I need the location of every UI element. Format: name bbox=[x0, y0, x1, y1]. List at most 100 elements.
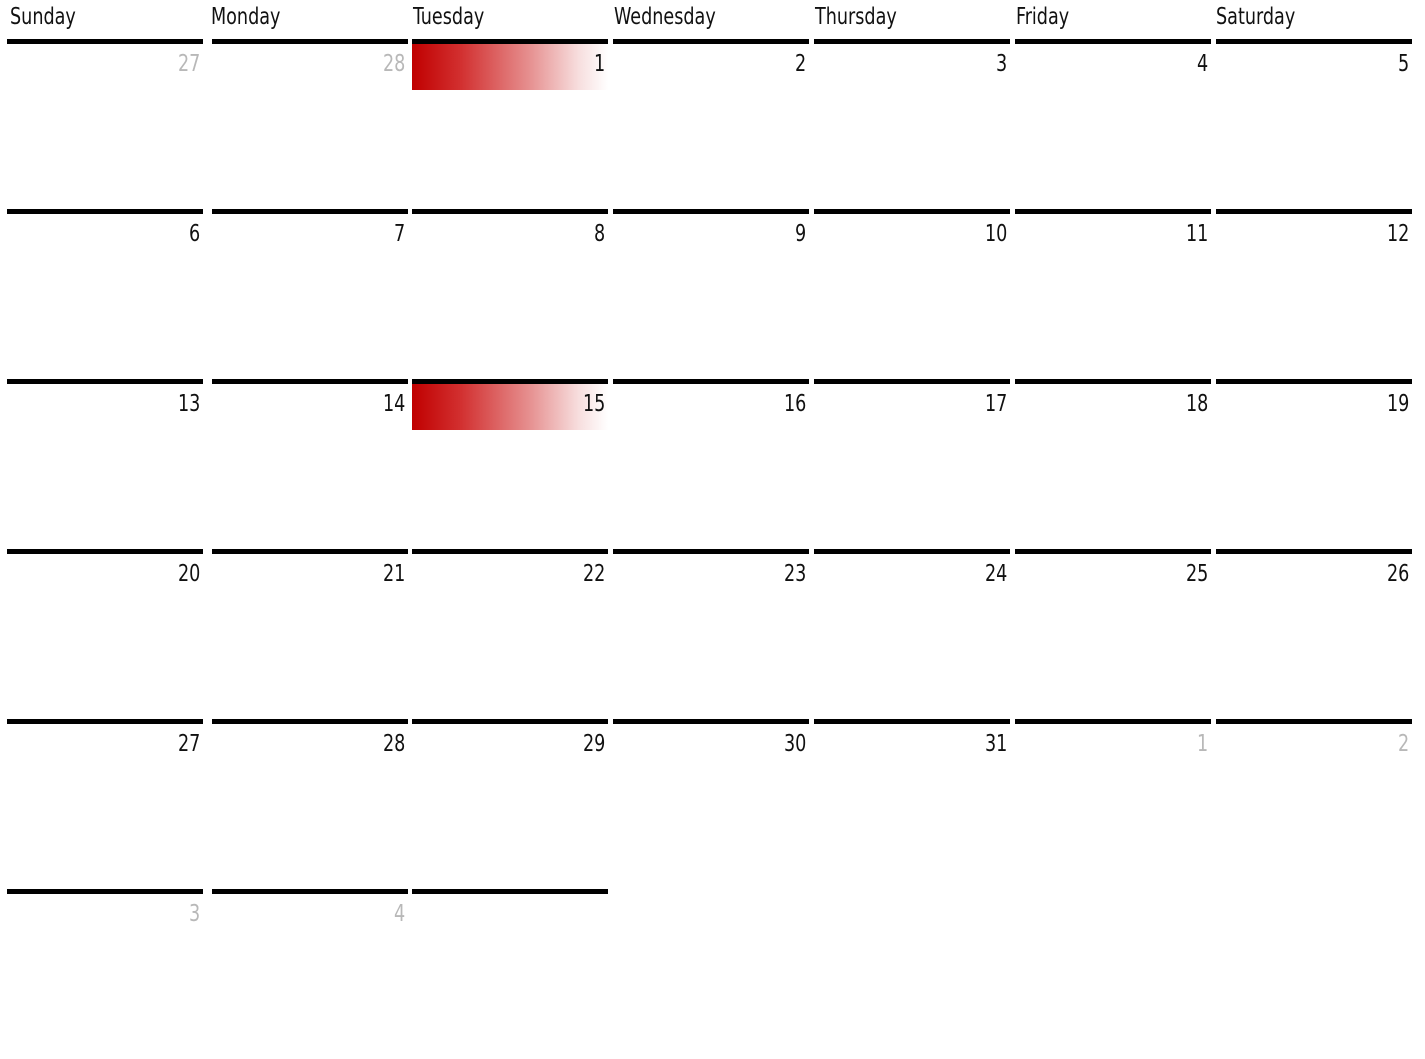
weekday-friday: Friday bbox=[1016, 4, 1070, 30]
day-cell[interactable]: 19 bbox=[1216, 379, 1412, 549]
day-number: 20 bbox=[177, 561, 200, 587]
day-cell[interactable]: 28 bbox=[212, 39, 408, 209]
week-rule bbox=[613, 549, 809, 554]
day-cell[interactable]: 20 bbox=[7, 549, 203, 719]
week-rule bbox=[814, 379, 1010, 384]
day-number: 24 bbox=[984, 561, 1007, 587]
day-number: 6 bbox=[188, 221, 200, 247]
week-rule bbox=[1015, 209, 1211, 214]
week-rule bbox=[613, 719, 809, 724]
day-number: 11 bbox=[1185, 221, 1208, 247]
day-number: 3 bbox=[188, 901, 200, 927]
day-number: 2 bbox=[1397, 731, 1409, 757]
day-number: 15 bbox=[582, 391, 605, 417]
day-cell[interactable]: 15 bbox=[412, 379, 608, 549]
day-number: 10 bbox=[984, 221, 1007, 247]
day-cell[interactable]: 18 bbox=[1015, 379, 1211, 549]
highlighted-day-marker bbox=[412, 384, 608, 430]
day-number: 9 bbox=[794, 221, 806, 247]
week-rule bbox=[1015, 39, 1211, 44]
week-rule bbox=[7, 39, 203, 44]
week-rule bbox=[412, 209, 608, 214]
day-number: 18 bbox=[1185, 391, 1208, 417]
day-cell[interactable]: 28 bbox=[212, 719, 408, 889]
week-rule bbox=[412, 719, 608, 724]
day-cell[interactable]: 26 bbox=[1216, 549, 1412, 719]
day-cell[interactable]: 27 bbox=[7, 719, 203, 889]
day-cell[interactable]: 5 bbox=[1216, 39, 1412, 209]
week-rule bbox=[7, 719, 203, 724]
week-rule bbox=[7, 549, 203, 554]
week-rule bbox=[1216, 39, 1412, 44]
day-cell[interactable]: 4 bbox=[212, 889, 408, 1059]
week-rule bbox=[212, 379, 408, 384]
week-rule bbox=[1216, 379, 1412, 384]
day-cell[interactable]: 3 bbox=[7, 889, 203, 1059]
week-rule bbox=[1015, 549, 1211, 554]
day-number: 7 bbox=[393, 221, 405, 247]
day-number: 28 bbox=[382, 51, 405, 77]
week-rule bbox=[412, 889, 608, 894]
day-cell[interactable]: 9 bbox=[613, 209, 809, 379]
day-cell[interactable]: 23 bbox=[613, 549, 809, 719]
day-cell[interactable]: 6 bbox=[7, 209, 203, 379]
weekday-tuesday: Tuesday bbox=[413, 4, 485, 30]
day-cell[interactable]: 13 bbox=[7, 379, 203, 549]
day-number: 19 bbox=[1386, 391, 1409, 417]
day-number: 13 bbox=[177, 391, 200, 417]
day-number: 21 bbox=[382, 561, 405, 587]
day-number: 22 bbox=[582, 561, 605, 587]
day-cell[interactable]: 11 bbox=[1015, 209, 1211, 379]
day-cell[interactable]: 1 bbox=[1015, 719, 1211, 889]
weekday-monday: Monday bbox=[211, 4, 281, 30]
day-cell[interactable]: 10 bbox=[814, 209, 1010, 379]
day-number: 30 bbox=[783, 731, 806, 757]
day-cell[interactable]: 8 bbox=[412, 209, 608, 379]
day-cell[interactable]: 16 bbox=[613, 379, 809, 549]
day-number: 2 bbox=[794, 51, 806, 77]
week-rule bbox=[212, 209, 408, 214]
day-cell[interactable]: 25 bbox=[1015, 549, 1211, 719]
week-rule bbox=[7, 209, 203, 214]
week-rule bbox=[1015, 379, 1211, 384]
weekday-wednesday: Wednesday bbox=[614, 4, 716, 30]
day-cell[interactable]: 21 bbox=[212, 549, 408, 719]
day-number: 27 bbox=[177, 731, 200, 757]
day-cell[interactable]: 4 bbox=[1015, 39, 1211, 209]
week-rule bbox=[814, 209, 1010, 214]
day-cell[interactable]: 17 bbox=[814, 379, 1010, 549]
day-cell[interactable]: 27 bbox=[7, 39, 203, 209]
day-number: 3 bbox=[995, 51, 1007, 77]
day-cell[interactable]: 29 bbox=[412, 719, 608, 889]
day-cell[interactable]: 1 bbox=[412, 39, 608, 209]
week-rule bbox=[613, 39, 809, 44]
day-cell[interactable]: 14 bbox=[212, 379, 408, 549]
week-rule bbox=[1216, 549, 1412, 554]
week-rule bbox=[212, 549, 408, 554]
day-number: 1 bbox=[1196, 731, 1208, 757]
day-number: 5 bbox=[1397, 51, 1409, 77]
week-rule bbox=[613, 379, 809, 384]
day-cell[interactable]: 31 bbox=[814, 719, 1010, 889]
week-rule bbox=[814, 719, 1010, 724]
week-rule bbox=[814, 549, 1010, 554]
day-cell[interactable]: 30 bbox=[613, 719, 809, 889]
day-cell[interactable]: 2 bbox=[613, 39, 809, 209]
day-number: 16 bbox=[783, 391, 806, 417]
day-number: 27 bbox=[177, 51, 200, 77]
week-rule bbox=[613, 209, 809, 214]
day-cell[interactable] bbox=[412, 889, 608, 1059]
day-cell[interactable]: 12 bbox=[1216, 209, 1412, 379]
day-cell[interactable]: 7 bbox=[212, 209, 408, 379]
day-cell[interactable]: 22 bbox=[412, 549, 608, 719]
day-cell[interactable]: 3 bbox=[814, 39, 1010, 209]
day-cell[interactable]: 2 bbox=[1216, 719, 1412, 889]
day-number: 12 bbox=[1386, 221, 1409, 247]
week-rule bbox=[412, 379, 608, 384]
day-number: 1 bbox=[593, 51, 605, 77]
day-number: 4 bbox=[1196, 51, 1208, 77]
day-number: 31 bbox=[984, 731, 1007, 757]
week-rule bbox=[7, 379, 203, 384]
day-cell[interactable]: 24 bbox=[814, 549, 1010, 719]
weekday-saturday: Saturday bbox=[1216, 4, 1296, 30]
